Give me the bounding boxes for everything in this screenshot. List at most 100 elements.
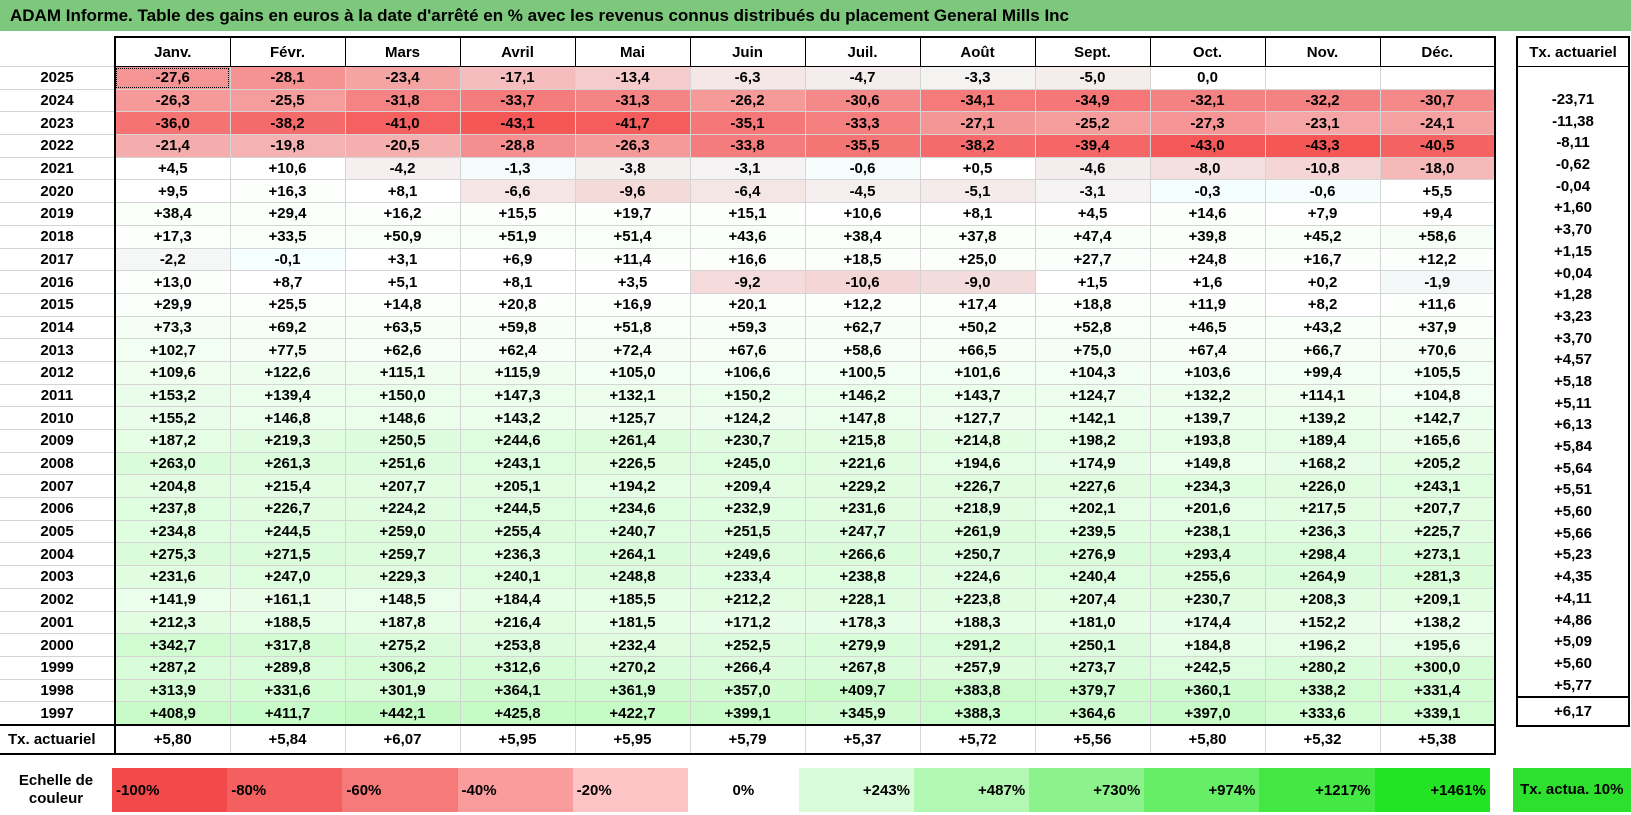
actuarial-rate-cell[interactable]: +5,64	[1516, 457, 1630, 480]
value-cell[interactable]: +171,2	[689, 610, 806, 635]
value-cell[interactable]: +236,3	[459, 542, 576, 567]
value-cell[interactable]: +230,7	[689, 429, 806, 453]
annual-rate-cell[interactable]: +5,32	[1264, 723, 1381, 755]
value-cell[interactable]: +263,0	[114, 451, 231, 476]
actuarial-rate-cell[interactable]: +4,35	[1516, 565, 1630, 588]
value-cell[interactable]: +280,2	[1264, 655, 1381, 680]
value-cell[interactable]: +47,4	[1034, 224, 1151, 249]
value-cell[interactable]: +232,4	[574, 633, 691, 657]
value-cell[interactable]: +132,1	[574, 383, 691, 408]
value-cell[interactable]: +202,1	[1034, 497, 1151, 521]
value-cell[interactable]: +24,8	[1149, 247, 1266, 272]
value-cell[interactable]: +223,8	[919, 587, 1036, 612]
value-cell[interactable]: +238,1	[1149, 519, 1266, 544]
value-cell[interactable]: +196,2	[1264, 633, 1381, 657]
value-cell[interactable]: +181,5	[574, 610, 691, 635]
value-cell[interactable]: -1,9	[1379, 270, 1496, 294]
value-cell[interactable]: +239,5	[1034, 519, 1151, 544]
value-cell[interactable]: +132,2	[1149, 383, 1266, 408]
value-cell[interactable]	[1379, 66, 1496, 90]
value-cell[interactable]: +312,6	[459, 655, 576, 680]
value-cell[interactable]: +301,9	[344, 678, 461, 703]
actuarial-rate-cell[interactable]: +5,23	[1516, 544, 1630, 566]
value-cell[interactable]: +109,6	[114, 360, 231, 385]
value-cell[interactable]: +250,7	[919, 542, 1036, 567]
value-cell[interactable]: +20,1	[689, 292, 806, 317]
value-cell[interactable]: +39,8	[1149, 224, 1266, 249]
value-cell[interactable]: +161,1	[229, 587, 346, 612]
value-cell[interactable]: +275,2	[344, 633, 461, 657]
value-cell[interactable]: +198,2	[1034, 429, 1151, 453]
value-cell[interactable]: -39,4	[1034, 134, 1151, 158]
annual-rate-cell[interactable]: +5,72	[919, 723, 1036, 755]
value-cell[interactable]: -31,3	[574, 88, 691, 113]
value-cell[interactable]: +224,6	[919, 565, 1036, 589]
value-cell[interactable]: +253,8	[459, 633, 576, 657]
value-cell[interactable]: -24,1	[1379, 111, 1496, 136]
actuarial-rate-cell[interactable]: -23,71	[1516, 88, 1630, 111]
value-cell[interactable]: +267,8	[804, 655, 921, 680]
value-cell[interactable]: -8,0	[1149, 156, 1266, 181]
value-cell[interactable]: +122,6	[229, 360, 346, 385]
actuarial-rate-cell[interactable]: +5,09	[1516, 630, 1630, 653]
value-cell[interactable]: +72,4	[574, 338, 691, 362]
value-cell[interactable]: -27,1	[919, 111, 1036, 136]
actuarial-rate-cell[interactable]: +5,66	[1516, 522, 1630, 545]
value-cell[interactable]: -10,8	[1264, 156, 1381, 181]
value-cell[interactable]: +207,7	[344, 474, 461, 499]
actuarial-rate-cell[interactable]: +5,51	[1516, 479, 1630, 501]
value-cell[interactable]: +59,3	[689, 315, 806, 340]
value-cell[interactable]: +155,2	[114, 406, 231, 430]
value-cell[interactable]: +62,7	[804, 315, 921, 340]
value-cell[interactable]: +408,9	[114, 701, 231, 726]
value-cell[interactable]: -3,1	[1034, 179, 1151, 204]
value-cell[interactable]: +291,2	[919, 633, 1036, 657]
annual-rate-cell[interactable]: +5,38	[1379, 723, 1496, 755]
value-cell[interactable]: +43,2	[1264, 315, 1381, 340]
value-cell[interactable]: +293,4	[1149, 542, 1266, 567]
value-cell[interactable]: +165,6	[1379, 429, 1496, 453]
value-cell[interactable]: +4,5	[1034, 202, 1151, 226]
value-cell[interactable]: +205,1	[459, 474, 576, 499]
value-cell[interactable]: -34,1	[919, 88, 1036, 113]
value-cell[interactable]: +29,9	[114, 292, 231, 317]
value-cell[interactable]: +37,8	[919, 224, 1036, 249]
value-cell[interactable]: +208,3	[1264, 587, 1381, 612]
value-cell[interactable]: +226,0	[1264, 474, 1381, 499]
value-cell[interactable]: +388,3	[919, 701, 1036, 726]
value-cell[interactable]: +8,1	[459, 270, 576, 294]
value-cell[interactable]: -38,2	[229, 111, 346, 136]
value-cell[interactable]: -33,8	[689, 134, 806, 158]
value-cell[interactable]: +148,5	[344, 587, 461, 612]
value-cell[interactable]: +138,2	[1379, 610, 1496, 635]
value-cell[interactable]: +8,1	[344, 179, 461, 204]
value-cell[interactable]: +255,6	[1149, 565, 1266, 589]
value-cell[interactable]: +168,2	[1264, 451, 1381, 476]
value-cell[interactable]: -4,7	[804, 66, 921, 90]
annual-rate-cell[interactable]: +5,84	[229, 723, 346, 755]
value-cell[interactable]: +115,1	[344, 360, 461, 385]
value-cell[interactable]: -41,7	[574, 111, 691, 136]
value-cell[interactable]: -35,1	[689, 111, 806, 136]
annual-rate-cell[interactable]: +5,80	[114, 723, 231, 755]
value-cell[interactable]: +219,3	[229, 429, 346, 453]
value-cell[interactable]: +1,5	[1034, 270, 1151, 294]
value-cell[interactable]: -33,7	[459, 88, 576, 113]
value-cell[interactable]: +105,0	[574, 360, 691, 385]
value-cell[interactable]: -34,9	[1034, 88, 1151, 113]
value-cell[interactable]: -23,4	[344, 66, 461, 90]
value-cell[interactable]: +37,9	[1379, 315, 1496, 340]
value-cell[interactable]: +273,1	[1379, 542, 1496, 567]
value-cell[interactable]: +29,4	[229, 202, 346, 226]
value-cell[interactable]: +409,7	[804, 678, 921, 703]
actuarial-rate-cell[interactable]: -8,11	[1516, 132, 1630, 154]
value-cell[interactable]: +46,5	[1149, 315, 1266, 340]
value-cell[interactable]: -38,2	[919, 134, 1036, 158]
value-cell[interactable]: +103,6	[1149, 360, 1266, 385]
value-cell[interactable]: +142,7	[1379, 406, 1496, 430]
value-cell[interactable]: +10,6	[804, 202, 921, 226]
actuarial-rate-cell[interactable]: -11,38	[1516, 110, 1630, 133]
value-cell[interactable]: +7,9	[1264, 202, 1381, 226]
value-cell[interactable]: +287,2	[114, 655, 231, 680]
value-cell[interactable]: +250,1	[1034, 633, 1151, 657]
